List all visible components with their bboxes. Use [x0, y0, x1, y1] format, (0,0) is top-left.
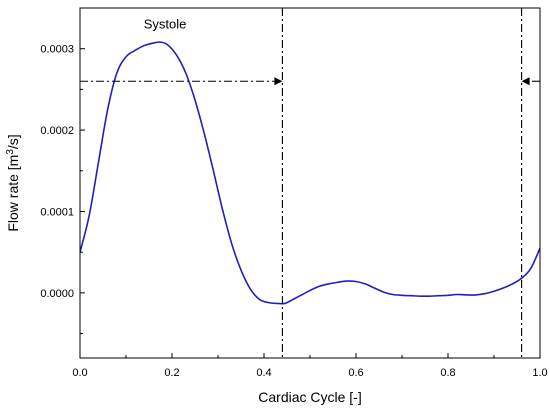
- y-axis-title-suffix: /s]: [5, 134, 21, 149]
- y-axis-title: Flow rate [m3/s]: [5, 134, 21, 231]
- x-tick-label-1: 0.2: [164, 367, 179, 379]
- y-axis-title-prefix: Flow rate [m: [5, 155, 21, 232]
- y-tick-label-2: 0.0002: [40, 125, 74, 137]
- x-axis-title: Cardiac Cycle [-]: [258, 389, 361, 405]
- y-tick-label-3: 0.0003: [40, 44, 74, 56]
- y-tick-label-1: 0.0001: [40, 206, 74, 218]
- y-axis-title-sup: 3: [5, 149, 16, 155]
- phase-arrowhead-0: [274, 77, 283, 86]
- x-tick-label-2: 0.4: [256, 367, 271, 379]
- x-tick-label-5: 1.0: [532, 367, 547, 379]
- x-tick-label-4: 0.8: [440, 367, 455, 379]
- flow-rate-line-0: [80, 41, 540, 305]
- y-tick-label-0: 0.0000: [40, 288, 74, 300]
- phase-arrowhead-1: [521, 77, 530, 86]
- annotation-label-0: Systole: [144, 16, 187, 31]
- x-tick-label-3: 0.6: [348, 367, 363, 379]
- x-tick-label-0: 0.0: [72, 367, 87, 379]
- plot-frame: [79, 7, 541, 359]
